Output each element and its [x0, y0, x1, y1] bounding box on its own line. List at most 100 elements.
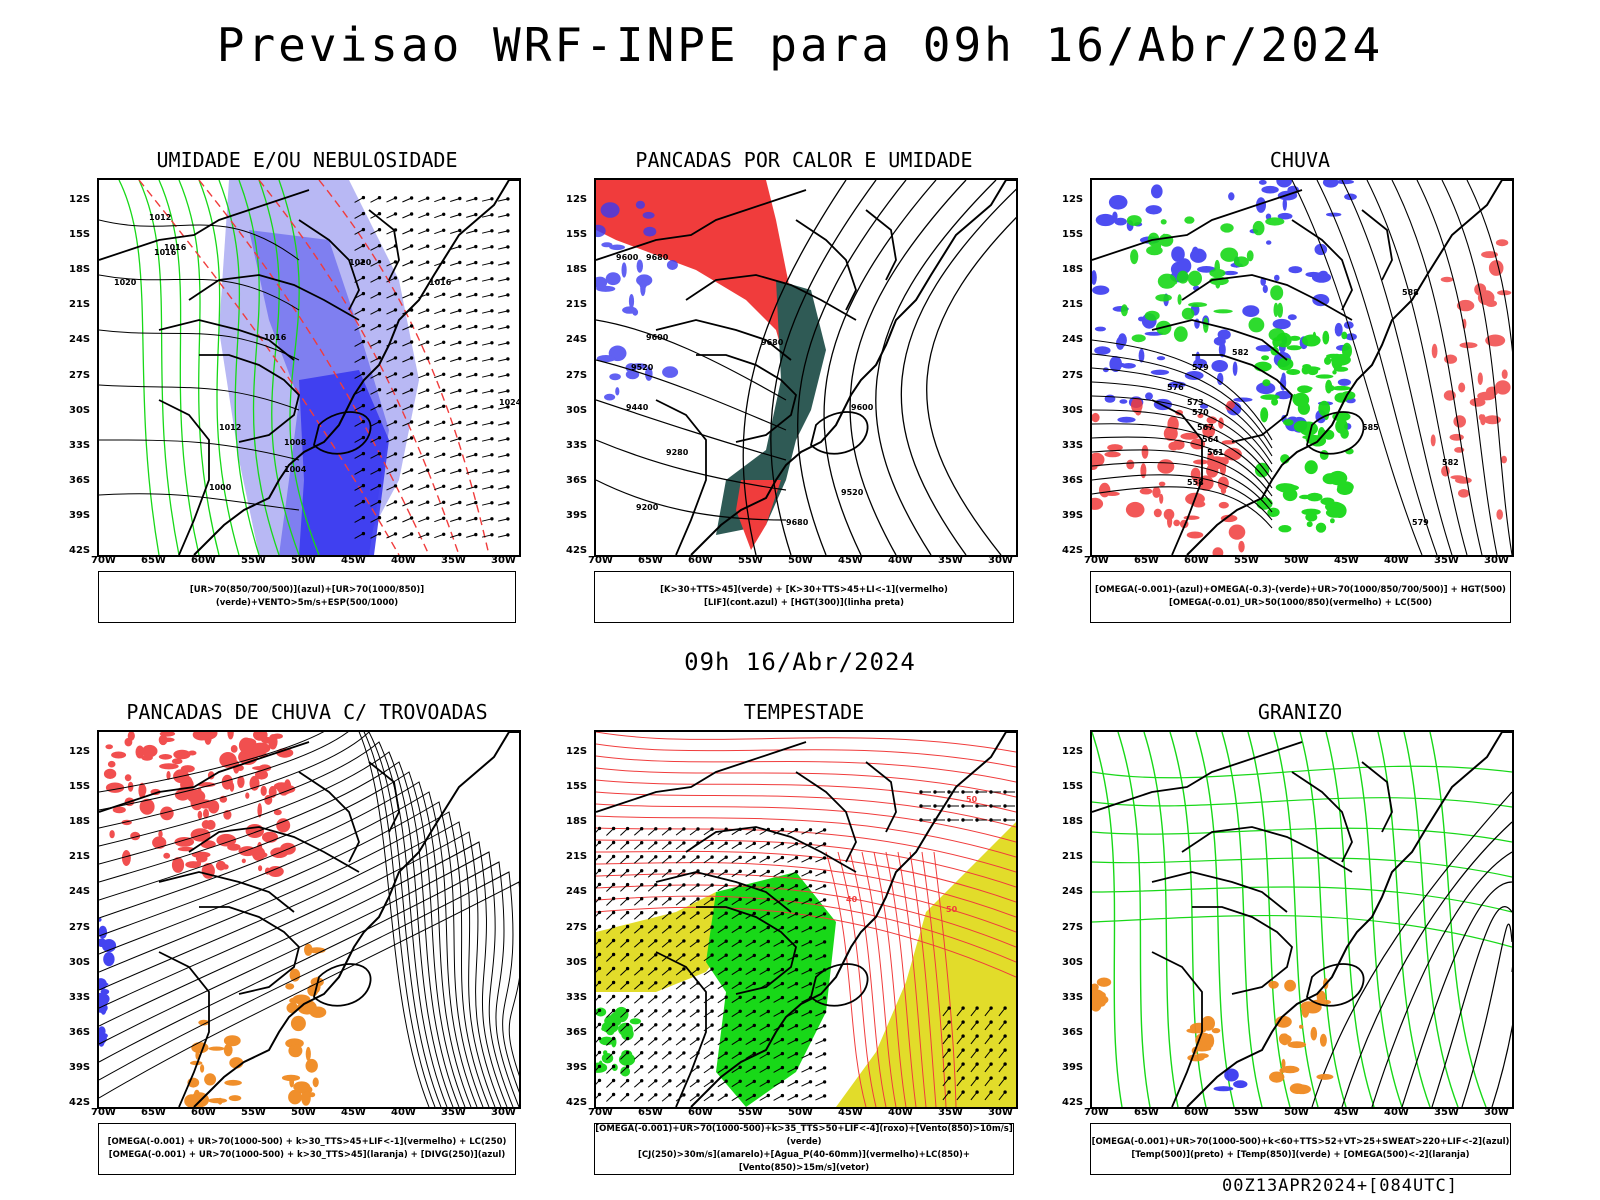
- contour-label: 9600: [616, 253, 639, 262]
- lat-tick-label: 30S: [566, 404, 588, 416]
- lat-tick-label: 27S: [566, 921, 588, 933]
- country-border: [795, 771, 857, 863]
- country-border: [696, 906, 797, 995]
- lat-tick-label: 15S: [566, 229, 588, 241]
- contour-label: 9680: [646, 253, 669, 262]
- lagoon-outline: [810, 411, 869, 455]
- lat-tick-label: 30S: [566, 956, 588, 968]
- lon-tick-label: 60W: [1184, 555, 1209, 566]
- country-border: [158, 951, 210, 1107]
- lat-tick-label: 12S: [1062, 746, 1084, 757]
- panel-title: UMIDADE E/OU NEBULOSIDADE: [156, 148, 458, 172]
- country-border: [199, 354, 300, 443]
- country-border: [865, 209, 897, 281]
- contour-label: 564: [1202, 435, 1219, 444]
- lat-tick-label: 36S: [1062, 474, 1084, 486]
- lat-tick-label: 18S: [69, 816, 91, 828]
- water-red-contours: [596, 732, 1016, 978]
- rain-red-area: [1430, 239, 1512, 520]
- map-svg: 1012101610161020102010161016102410121008…: [99, 180, 519, 555]
- map-panel: 588 582 579 576 573 570 567 564 561 558 585 582 579: [1090, 178, 1514, 557]
- country-border: [655, 399, 707, 555]
- lon-tick-label: 65W: [1134, 555, 1159, 566]
- lon-tick-label: 40W: [391, 1107, 416, 1118]
- lon-tick-label: 30W: [491, 555, 516, 566]
- legend-line: [LIF](cont.azul) + [HGT(300)](linha pret…: [703, 598, 905, 608]
- lat-tick-label: 30S: [1062, 956, 1084, 968]
- lon-tick-label: 70W: [91, 555, 116, 566]
- lat-tick-label: 27S: [1062, 369, 1084, 381]
- country-border: [1151, 871, 1288, 913]
- country-border: [685, 274, 857, 321]
- country-border: [188, 274, 360, 321]
- lon-tick-label: 65W: [1134, 1107, 1159, 1118]
- lon-tick-label: 30W: [1484, 1107, 1509, 1118]
- legend-line: [CJ(250)>30m/s](amarelo)+[Agua_P(40-60mm…: [637, 1150, 971, 1173]
- jet-yellow-area: [836, 822, 1016, 1107]
- lat-tick-label: 21S: [566, 851, 588, 863]
- country-border: [655, 319, 792, 361]
- lon-tick-label: 40W: [391, 555, 416, 566]
- lat-tick-label: 30S: [69, 956, 91, 968]
- contour-label: 9440: [626, 403, 649, 412]
- lat-tick-label: 33S: [69, 991, 91, 1003]
- country-border: [1181, 826, 1353, 873]
- lon-tick-label: 70W: [91, 1107, 116, 1118]
- contour-label: 1000: [209, 483, 232, 492]
- contour-label: 579: [1412, 518, 1429, 527]
- contour-label: 1016: [429, 278, 452, 287]
- lon-tick-label: 55W: [1234, 1107, 1259, 1118]
- lon-tick-label: 65W: [638, 555, 663, 566]
- lon-tick-label: 45W: [1334, 555, 1359, 566]
- lat-tick-label: 42S: [566, 545, 588, 556]
- lat-tick-label: 12S: [69, 194, 91, 205]
- lat-tick-label: 24S: [1062, 334, 1084, 346]
- lat-tick-label: 18S: [566, 264, 588, 276]
- map-panel: [97, 730, 521, 1109]
- contour-label: 50: [966, 795, 978, 804]
- lat-tick-label: 15S: [1062, 229, 1084, 241]
- legend-line: [K>30+TTS>45](verde) + [K>30+TTS>45+LI<-…: [660, 585, 948, 595]
- lon-tick-label: 50W: [291, 555, 316, 566]
- lat-tick-label: 15S: [1062, 781, 1084, 793]
- lat-tick-label: 12S: [566, 194, 588, 205]
- water-red-contours: [825, 851, 957, 1107]
- country-border: [158, 871, 295, 913]
- lon-tick-label: 70W: [588, 555, 613, 566]
- panel-title: TEMPESTADE: [743, 700, 865, 724]
- lon-tick-label: 70W: [588, 1107, 613, 1118]
- lat-tick-label: 39S: [69, 1061, 91, 1073]
- lat-tick-label: 36S: [566, 474, 588, 486]
- contour-label: 9680: [761, 338, 784, 347]
- lon-tick-label: 60W: [1184, 1107, 1209, 1118]
- lat-tick-label: 12S: [566, 746, 588, 757]
- lon-tick-label: 35W: [1434, 1107, 1459, 1118]
- lon-tick-label: 35W: [938, 1107, 963, 1118]
- lat-tick-label: 21S: [1062, 851, 1084, 863]
- country-border: [368, 209, 400, 281]
- instability-red-area: [736, 480, 781, 550]
- panel-title: PANCADAS POR CALOR E UMIDADE: [635, 148, 973, 172]
- lon-tick-label: 30W: [491, 1107, 516, 1118]
- coastline: [690, 732, 1016, 1107]
- country-border: [188, 826, 360, 873]
- contour-label: 9680: [786, 518, 809, 527]
- lagoon-outline: [313, 963, 372, 1007]
- contour-label: 558: [1187, 478, 1204, 487]
- lat-tick-label: 33S: [566, 439, 588, 451]
- lat-tick-label: 39S: [1062, 509, 1084, 521]
- lat-tick-label: 36S: [566, 1026, 588, 1038]
- wind-vectors: [942, 1006, 1007, 1101]
- lon-tick-label: 55W: [738, 555, 763, 566]
- lon-tick-label: 55W: [738, 1107, 763, 1118]
- legend-box: [UR>70(850/700/500)](azul)+[UR>70(1000/8…: [98, 571, 516, 623]
- jet-yellow-area: [596, 892, 736, 992]
- lagoon-outline: [1306, 963, 1365, 1007]
- legend-box: [OMEGA(-0.001)+UR>70(1000-500)+k>35_TTS>…: [594, 1123, 1014, 1175]
- country-border: [368, 761, 400, 833]
- contour-label: 1020: [349, 258, 372, 267]
- run-footer: 00Z13APR2024+[084UTC]: [1222, 1176, 1458, 1196]
- lat-tick-label: 21S: [69, 299, 91, 311]
- country-border: [1151, 951, 1203, 1107]
- panel-title: PANCADAS DE CHUVA C/ TROVOADAS: [126, 700, 488, 724]
